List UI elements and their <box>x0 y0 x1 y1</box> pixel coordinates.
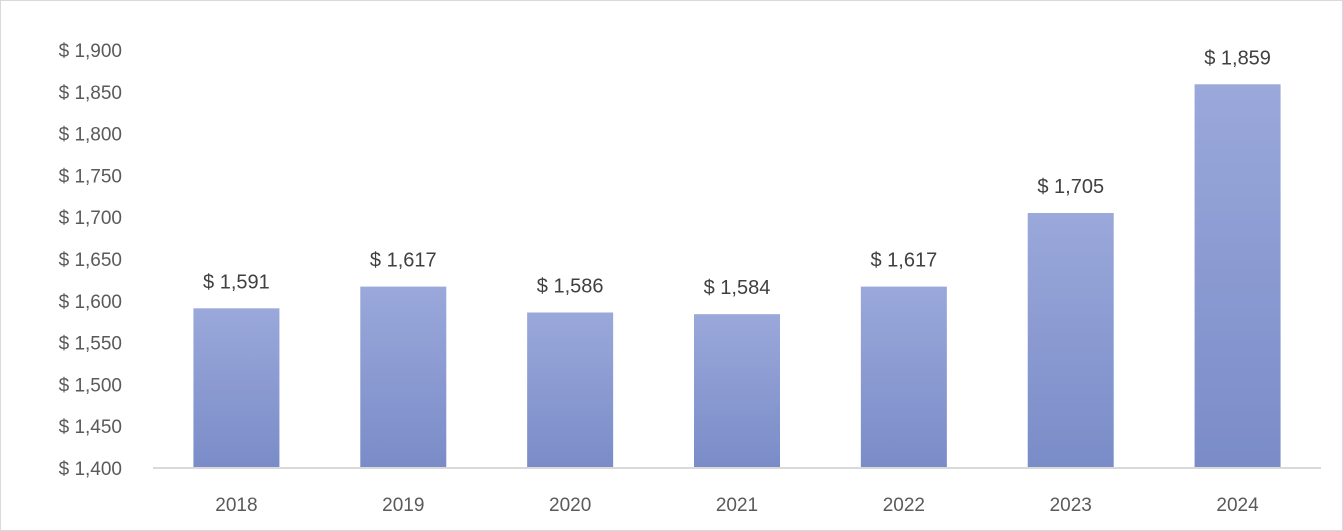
bar-2023 <box>1027 213 1114 468</box>
y-tick-label: $ 1,600 <box>59 292 122 313</box>
y-tick-label: $ 1,400 <box>59 459 122 480</box>
y-tick-label: $ 1,800 <box>59 125 122 146</box>
bar-2022 <box>860 286 947 468</box>
x-tick-label-2024: 2024 <box>1216 495 1259 516</box>
data-label-2021: $ 1,584 <box>704 277 771 299</box>
y-tick-label: $ 1,700 <box>59 208 122 229</box>
y-tick-label: $ 1,500 <box>59 375 122 396</box>
data-label-2020: $ 1,586 <box>537 276 604 298</box>
data-label-2024: $ 1,859 <box>1204 47 1271 69</box>
x-tick-label-2019: 2019 <box>382 495 424 516</box>
y-tick-label: $ 1,550 <box>59 334 122 355</box>
x-tick-label-2021: 2021 <box>716 495 758 516</box>
data-label-2022: $ 1,617 <box>870 250 937 272</box>
data-label-2018: $ 1,591 <box>203 271 270 293</box>
bar-2021 <box>694 314 780 468</box>
data-labels: $ 1,591 $ 1,617 $ 1,586 $ 1,584 $ 1,617 $ 1,7… <box>203 47 1271 299</box>
y-tick-label: $ 1,450 <box>59 417 122 438</box>
x-tick-label-2022: 2022 <box>883 495 925 516</box>
y-tick-label: $ 1,750 <box>59 166 122 187</box>
x-tick-label-2020: 2020 <box>549 495 591 516</box>
x-axis-labels: 2018 2019 2020 2021 2022 2023 2024 <box>215 495 1259 516</box>
bar-2020 <box>527 312 614 468</box>
y-tick-label: $ 1,900 <box>59 41 122 62</box>
data-label-2019: $ 1,617 <box>370 250 437 272</box>
y-tick-label: $ 1,850 <box>59 83 122 104</box>
bar-2019 <box>360 286 447 468</box>
y-axis-labels: $ 1,400 $ 1,450 $ 1,500 $ 1,550 $ 1,600 $ 1,6… <box>59 41 122 480</box>
bar-2024 <box>1194 84 1281 468</box>
data-label-2023: $ 1,705 <box>1037 176 1104 198</box>
y-tick-label: $ 1,650 <box>59 250 122 271</box>
bars <box>193 84 1281 468</box>
x-tick-label-2018: 2018 <box>215 495 257 516</box>
bar-2018 <box>193 308 280 468</box>
x-tick-label-2023: 2023 <box>1050 495 1092 516</box>
